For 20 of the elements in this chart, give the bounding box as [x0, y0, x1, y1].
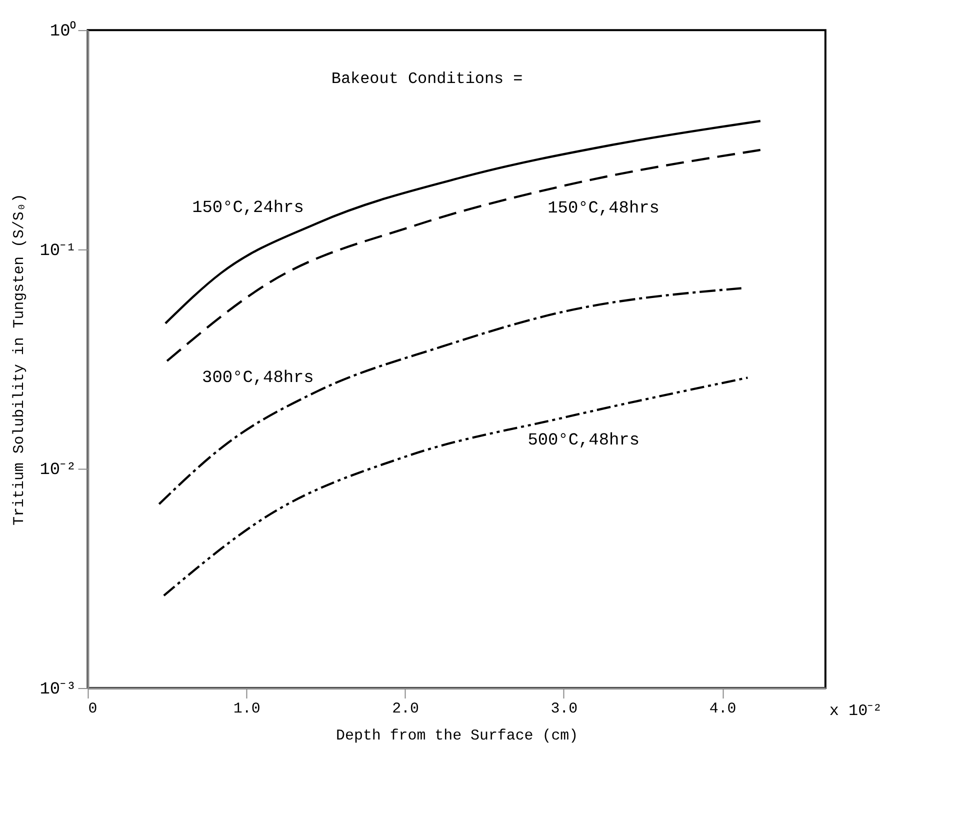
- annotation: Bakeout Conditions =: [331, 70, 523, 88]
- series-label: 300°C,48hrs: [202, 369, 314, 388]
- text: x 10⁻²: [829, 702, 882, 720]
- series-label: 150°C,48hrs: [548, 200, 660, 219]
- x-tick-label: 2.0: [392, 701, 419, 718]
- x-axis-title: Depth from the Surface (cm): [336, 728, 578, 744]
- x-tick-label: 3.0: [550, 701, 578, 718]
- series-label: 500°C,48hrs: [528, 432, 640, 451]
- y-tick-label: 10⁰: [50, 20, 76, 42]
- line-series: [164, 120, 762, 324]
- y-tick-label: 10⁻²: [40, 461, 76, 480]
- line-series: [166, 148, 762, 362]
- x-tick-label: 4.0: [709, 701, 736, 718]
- x-tick-label: 0: [88, 701, 98, 718]
- y-tick-label: 10⁻³: [40, 680, 76, 700]
- y-tick-label: 10⁻¹: [40, 242, 76, 261]
- series-label: 150°C,24hrs: [192, 198, 304, 218]
- line-series: [158, 287, 742, 506]
- x-tick-label: 1.0: [233, 701, 260, 718]
- y-axis-title: Tritium Solubility in Tungsten (S/S₀): [12, 194, 28, 526]
